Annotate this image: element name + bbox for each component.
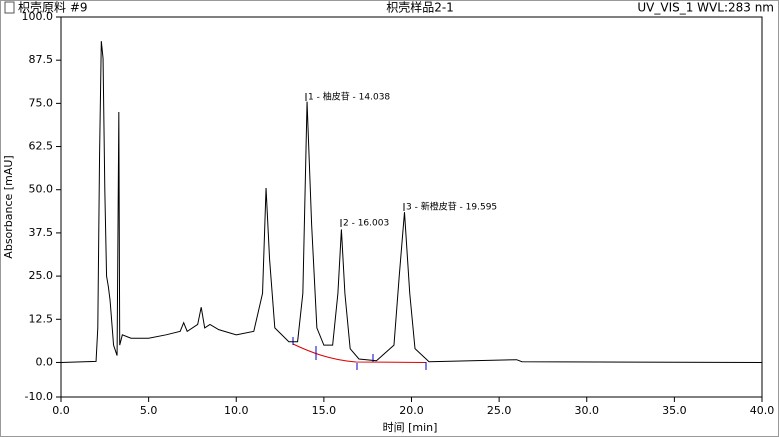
y-tick-label: 50.0 [29, 183, 54, 196]
x-tick-label: 15.0 [312, 404, 337, 417]
peak-annotation: 2 - 16.003 [343, 219, 389, 229]
x-tick-label: 0.0 [52, 404, 70, 417]
x-tick-label: 10.0 [224, 404, 249, 417]
y-tick-label: 100.0 [22, 10, 54, 23]
peak-annotation: 3 - 新橙皮苷 - 19.595 [406, 201, 497, 213]
y-tick-label: 12.5 [29, 312, 54, 325]
y-tick-label: 25.0 [29, 269, 54, 282]
x-tick-label: 30.0 [575, 404, 600, 417]
y-tick-label: 37.5 [29, 226, 54, 239]
integration-baseline [292, 343, 427, 363]
x-tick-label: 40.0 [750, 404, 775, 417]
chart-title: 枳壳样品2-1 [386, 0, 454, 15]
header-right: UV_VIS_1 WVL:283 nm [637, 1, 774, 15]
y-tick-label: 87.5 [29, 53, 54, 66]
header-left: 枳壳原料 #9 [18, 1, 88, 15]
y-tick-label: 62.5 [29, 140, 54, 153]
x-tick-label: 20.0 [399, 404, 424, 417]
y-tick-label: 75.0 [29, 96, 54, 109]
trace [60, 41, 763, 363]
x-tick-label: 35.0 [662, 404, 687, 417]
doc-icon [4, 1, 15, 14]
integration-markers [292, 337, 427, 370]
x-tick-label: 25.0 [487, 404, 512, 417]
y-tick-label: 0.0 [36, 355, 54, 368]
x-axis-label: 时间 [min] [383, 421, 438, 434]
y-tick-label: -10.0 [25, 390, 53, 403]
y-axis-label: Absorbance [mAU] [2, 155, 15, 258]
x-tick-label: 5.0 [140, 404, 158, 417]
peak-annotation: 1 - 柚皮苷 - 14.038 [308, 91, 390, 103]
